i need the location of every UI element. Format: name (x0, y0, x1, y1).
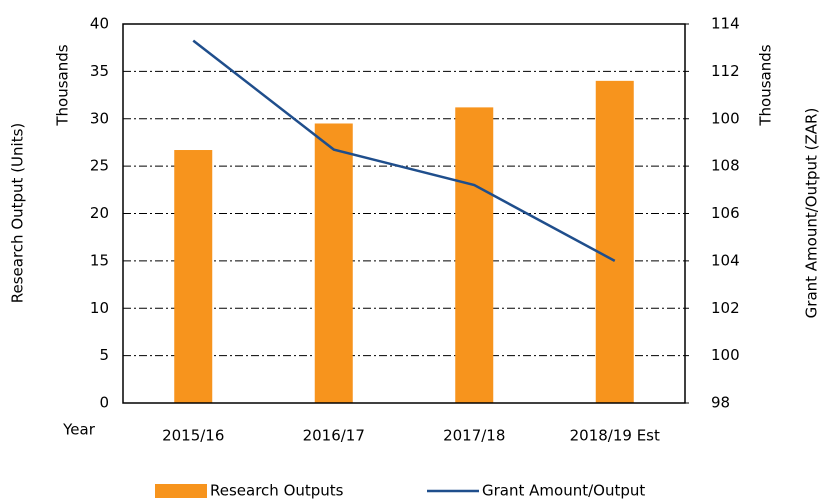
x-tick-label: 2015/16 (162, 427, 224, 445)
y2-unit-label: Thousands (757, 44, 775, 126)
y-tick-label: 30 (90, 109, 109, 127)
bar (595, 80, 634, 403)
legend-swatch (155, 484, 207, 498)
bar (174, 150, 213, 403)
plot-frame (122, 23, 686, 404)
y2-tick-label: 106 (711, 204, 740, 222)
y-tick-label: 15 (90, 251, 109, 269)
bar (314, 123, 353, 404)
legend-label: Research Outputs (210, 482, 344, 500)
y-tick-label: 35 (90, 62, 109, 80)
y-axis-label: Research Output (Units) (9, 123, 27, 304)
y2-tick-label: 98 (711, 394, 730, 412)
y2-tick-label: 100 (711, 109, 740, 127)
y-tick-label: 40 (90, 15, 109, 33)
x-axis-label: Year (62, 421, 96, 439)
y2-tick-label: 100 (711, 346, 740, 364)
y2-tick-label: 112 (711, 62, 740, 80)
x-tick-label: 2017/18 (443, 427, 505, 445)
y-tick-label: 0 (99, 394, 109, 412)
y2-tick-label: 108 (711, 157, 740, 175)
y-tick-label: 20 (90, 204, 109, 222)
legend-label: Grant Amount/Output (482, 482, 645, 500)
x-tick-label: 2018/19 Est (570, 427, 660, 445)
y2-tick-label: 102 (711, 299, 740, 317)
y-tick-label: 10 (90, 299, 109, 317)
y2-tick-label: 104 (711, 251, 740, 269)
y-tick-label: 5 (99, 346, 109, 364)
line (192, 39, 616, 262)
x-tick-label: 2016/17 (303, 427, 365, 445)
y2-tick-label: 114 (711, 15, 740, 33)
y-tick-label: 25 (90, 157, 109, 175)
y-unit-label: Thousands (54, 44, 72, 126)
y2-axis-label: Grant Amount/Output (ZAR) (803, 108, 821, 319)
bar (455, 107, 494, 403)
